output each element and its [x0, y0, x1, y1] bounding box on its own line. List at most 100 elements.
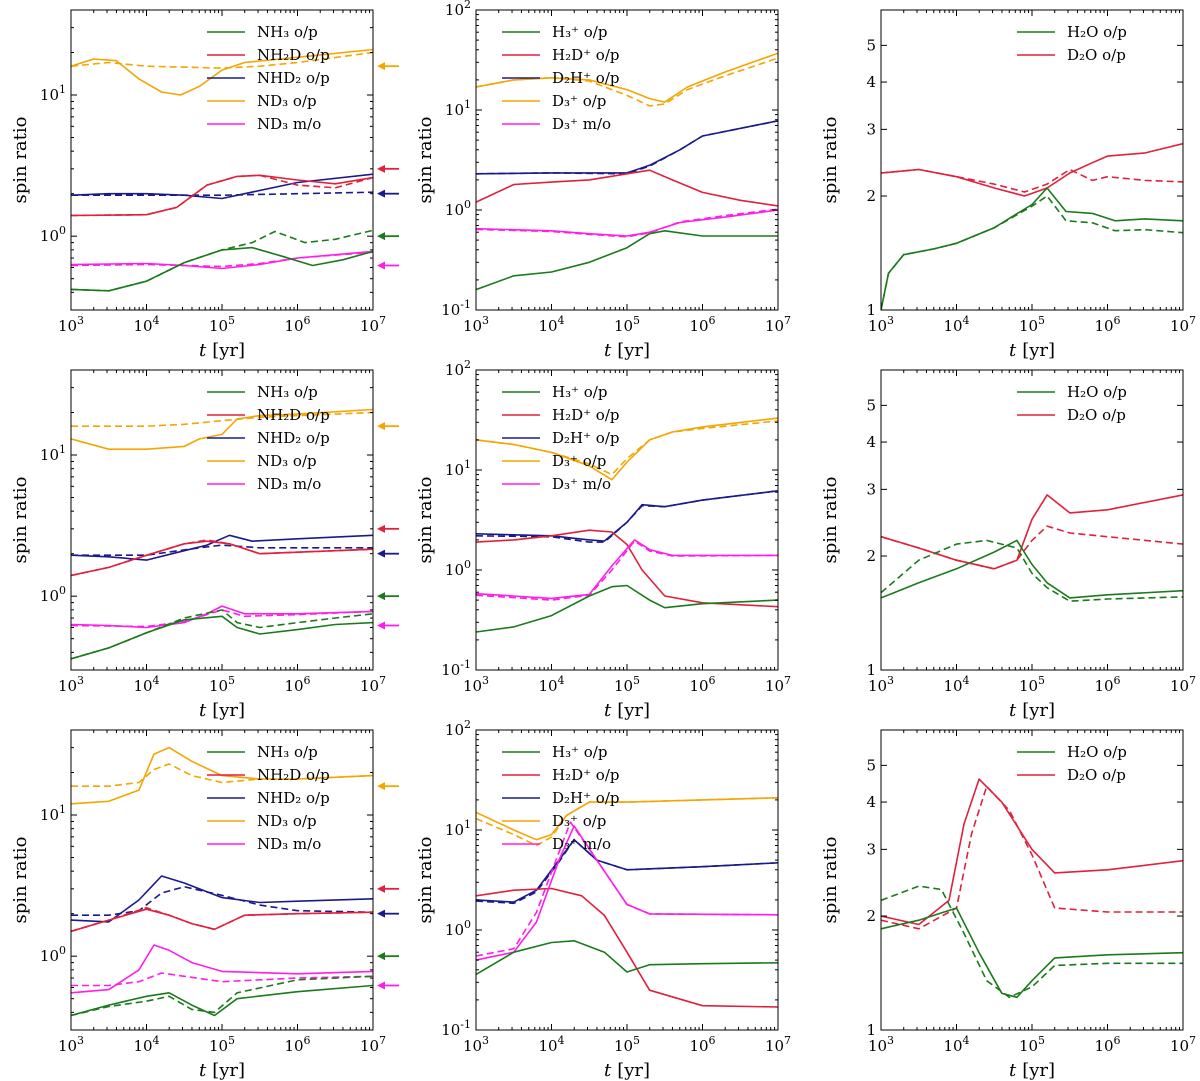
legend-label: NH₂D o/p	[257, 406, 330, 424]
x-tick-label: 107	[765, 314, 791, 335]
panel-p22: 103 104 105 106 107 1 2 3 4 5 t [yr] spin ratio H₂O o…	[820, 729, 1196, 1081]
series-line-orange-dashed	[476, 797, 778, 847]
series-group	[476, 52, 778, 291]
legend-label: NH₃ o/p	[257, 23, 318, 41]
legend-label: H₂O o/p	[1067, 743, 1127, 761]
x-tick-label: 103	[463, 1034, 489, 1055]
x-tick-label: 107	[765, 1034, 791, 1055]
series-line-red-dashed	[881, 168, 1183, 193]
series-line-orange-solid	[71, 746, 373, 805]
y-tick-label: 2	[866, 907, 876, 925]
y-tick-label: 100	[445, 198, 471, 219]
panel-p01: 103 104 105 106 107 10-1 100 101 102 t [yr] spin ra…	[415, 0, 791, 361]
y-axis-label: spin ratio	[10, 837, 31, 924]
series-line-red-dashed	[881, 785, 1183, 930]
x-tick-label: 106	[284, 1034, 310, 1055]
series-line-red-solid	[881, 142, 1183, 197]
series-line-green-solid	[71, 615, 373, 660]
reference-arrow-head-magenta	[377, 261, 385, 270]
legend: H₂O o/p D₂O o/p	[1017, 383, 1127, 424]
x-tick-label: 103	[868, 314, 894, 335]
y-tick-label: 2	[866, 187, 876, 205]
legend: H₃⁺ o/p H₂D⁺ o/p D₂H⁺ o/p D₃⁺ o/p D₃⁺ m/o	[502, 383, 620, 493]
panel-p21: 103 104 105 106 107 10-1 100 101 102 t [yr] spin ra…	[415, 718, 791, 1081]
series-line-red-solid	[881, 778, 1183, 926]
y-tick-label: 102	[445, 0, 471, 19]
y-tick-label: 101	[445, 818, 471, 839]
y-axis-label: spin ratio	[820, 837, 841, 924]
y-tick-label: 3	[866, 120, 876, 138]
y-tick-label: 101	[40, 83, 66, 104]
legend: NH₃ o/p NH₂D o/p NHD₂ o/p ND₃ o/p ND₃ m/o	[207, 23, 330, 133]
series-line-orange-solid	[71, 408, 373, 450]
x-tick-label: 107	[765, 674, 791, 695]
y-axis-label: spin ratio	[415, 477, 436, 564]
series-line-navy-solid	[71, 534, 373, 561]
legend-label: D₂O o/p	[1067, 766, 1126, 784]
y-tick-label: 101	[40, 803, 66, 824]
legend: H₂O o/p D₂O o/p	[1017, 23, 1127, 64]
series-line-orange-dashed	[476, 57, 778, 107]
legend: H₃⁺ o/p H₂D⁺ o/p D₂H⁺ o/p D₃⁺ o/p D₃⁺ m/o	[502, 743, 620, 853]
x-tick-label: 106	[689, 674, 715, 695]
series-line-magenta-solid	[476, 825, 778, 961]
series-line-green-dashed	[71, 229, 373, 292]
series-line-orange-solid	[476, 797, 778, 841]
series-group	[881, 778, 1183, 999]
legend-label: D₃⁺ o/p	[552, 812, 606, 830]
x-tick-label: 106	[689, 314, 715, 335]
series-line-navy-dashed	[71, 191, 373, 196]
series-line-navy-solid	[71, 173, 373, 200]
series-line-green-dashed	[881, 195, 1183, 310]
series-line-red-solid	[71, 174, 373, 217]
legend: H₃⁺ o/p H₂D⁺ o/p D₂H⁺ o/p D₃⁺ o/p D₃⁺ m/o	[502, 23, 620, 133]
x-tick-label: 104	[133, 674, 159, 695]
reference-arrow-head-navy	[377, 909, 385, 918]
y-tick-label: 3	[866, 480, 876, 498]
series-group	[881, 142, 1183, 310]
y-tick-label: 101	[445, 98, 471, 119]
y-tick-label: 5	[866, 396, 876, 414]
y-tick-label: 100	[40, 944, 66, 965]
x-tick-label: 105	[209, 1034, 235, 1055]
y-axis-label: spin ratio	[820, 477, 841, 564]
legend-label: D₃⁺ o/p	[552, 92, 606, 110]
y-tick-label: 5	[866, 36, 876, 54]
series-line-red-dashed	[71, 907, 373, 933]
legend-label: NH₃ o/p	[257, 743, 318, 761]
x-tick-label: 107	[1170, 314, 1196, 335]
x-tick-label: 106	[1094, 1034, 1120, 1055]
series-line-navy-solid	[71, 875, 373, 923]
x-tick-label: 104	[133, 1034, 159, 1055]
series-line-orange-dashed	[476, 420, 778, 476]
reference-arrow-head-red	[377, 164, 385, 173]
legend-label: NHD₂ o/p	[257, 789, 330, 807]
series-line-navy-dashed	[71, 544, 373, 556]
series-line-orange-dashed	[71, 763, 373, 787]
x-tick-label: 107	[360, 314, 386, 335]
y-tick-label: 1	[866, 301, 876, 319]
series-line-navy-dashed	[476, 120, 778, 175]
legend-label: H₂D⁺ o/p	[552, 766, 620, 784]
x-tick-label: 103	[58, 314, 84, 335]
y-tick-label: 4	[866, 73, 876, 91]
series-line-magenta-dashed	[476, 821, 778, 957]
reference-arrow-head-orange	[377, 62, 385, 71]
legend-label: D₃⁺ o/p	[552, 452, 606, 470]
legend: H₂O o/p D₂O o/p	[1017, 743, 1127, 784]
x-axis-label: t [yr]	[604, 1060, 650, 1081]
y-tick-label: 1	[866, 661, 876, 679]
legend: NH₃ o/p NH₂D o/p NHD₂ o/p ND₃ o/p ND₃ m/o	[207, 383, 330, 493]
legend-label: D₂H⁺ o/p	[552, 429, 620, 447]
reference-arrow-head-orange	[377, 782, 385, 791]
series-line-green-dashed	[71, 975, 373, 1017]
x-tick-label: 103	[463, 674, 489, 695]
y-tick-label: 1	[866, 1021, 876, 1039]
legend-label: H₃⁺ o/p	[552, 743, 607, 761]
x-tick-label: 105	[1019, 674, 1045, 695]
y-tick-label: 4	[866, 433, 876, 451]
x-tick-label: 105	[1019, 1034, 1045, 1055]
legend-label: ND₃ o/p	[257, 812, 317, 830]
series-line-red-dashed	[71, 539, 373, 577]
